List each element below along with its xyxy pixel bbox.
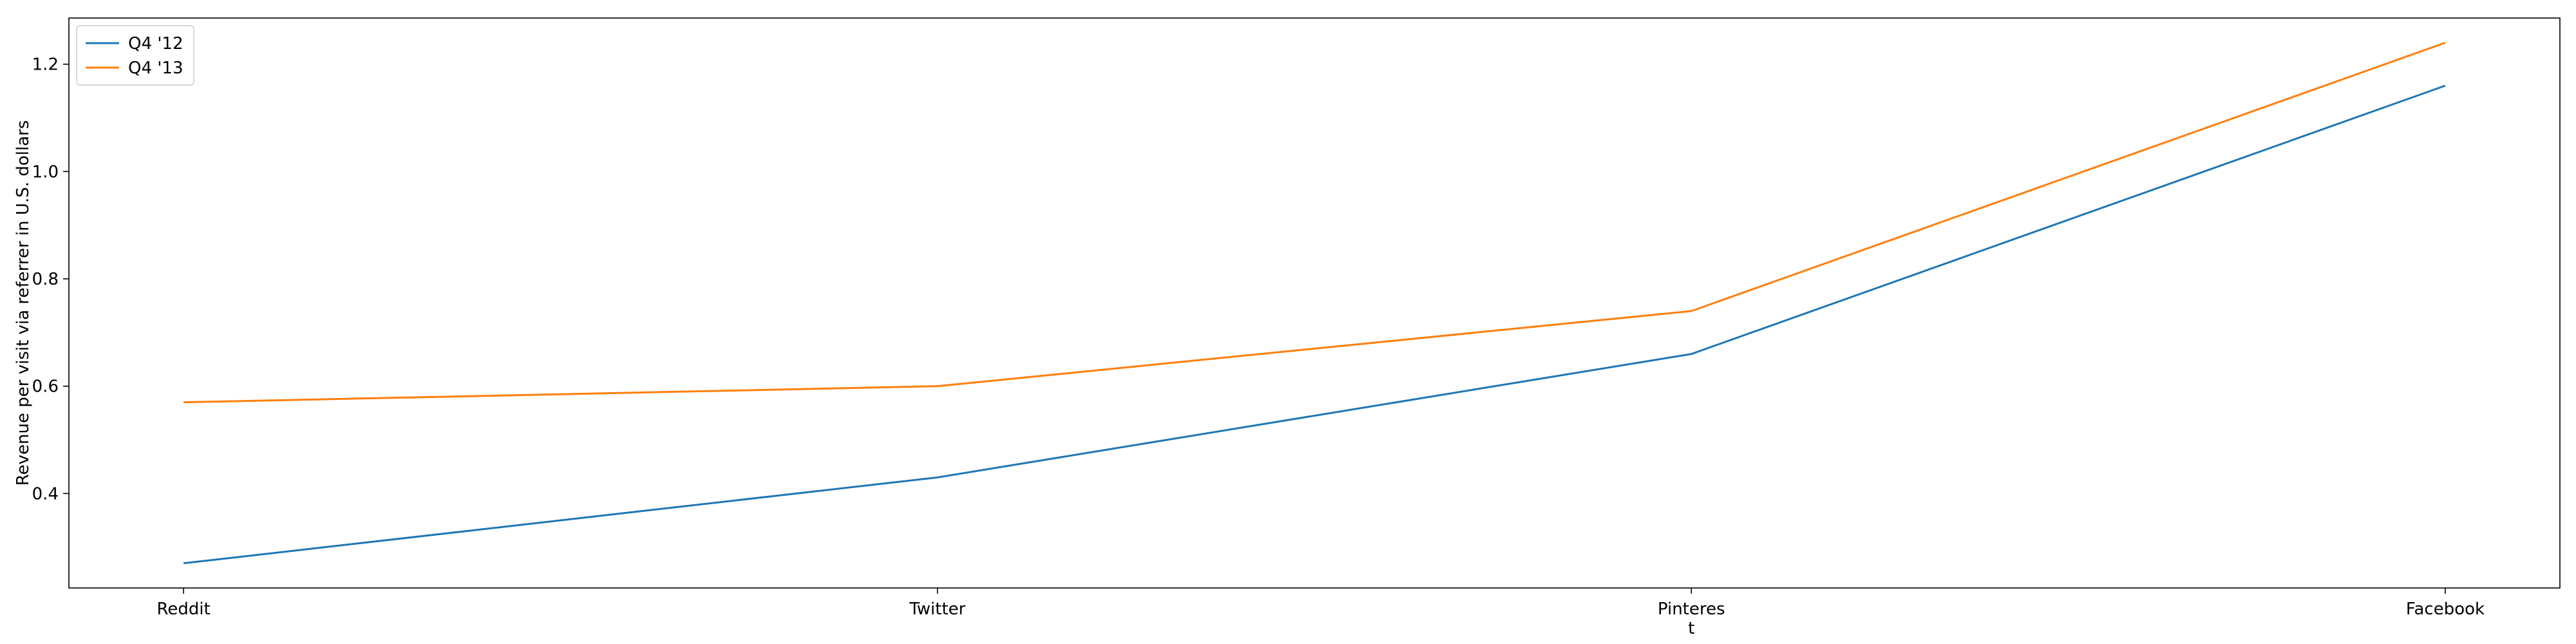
y-tick-label: 1.0 (32, 162, 59, 182)
y-axis-ticks: 0.4 0.6 0.8 1.0 1.2 (32, 55, 69, 504)
x-tick-label: Reddit (156, 600, 210, 619)
series-line-0 (183, 84, 2446, 565)
series-line-1 (183, 41, 2446, 404)
y-tick-label: 0.8 (32, 270, 59, 289)
plot-area (68, 17, 2561, 589)
y-axis-label: Revenue per visit via referrer in U.S. d… (14, 120, 33, 486)
legend: Q4 '12 Q4 '13 (76, 25, 194, 86)
x-axis-ticks: Reddit Twitter Pinteres t Facebook (156, 588, 2485, 638)
legend-label: Q4 '12 (128, 34, 184, 53)
y-tick-label: 1.2 (32, 55, 59, 75)
x-tick-label: Twitter (909, 600, 965, 619)
x-tick-label: Facebook (2406, 600, 2485, 619)
y-tick-label: 0.4 (32, 484, 59, 504)
axes-frame (68, 17, 2561, 589)
legend-box (76, 25, 194, 86)
x-tick-label: Pinteres t (1658, 600, 1725, 638)
legend-label: Q4 '13 (128, 59, 184, 78)
y-tick-label: 0.6 (32, 377, 59, 397)
